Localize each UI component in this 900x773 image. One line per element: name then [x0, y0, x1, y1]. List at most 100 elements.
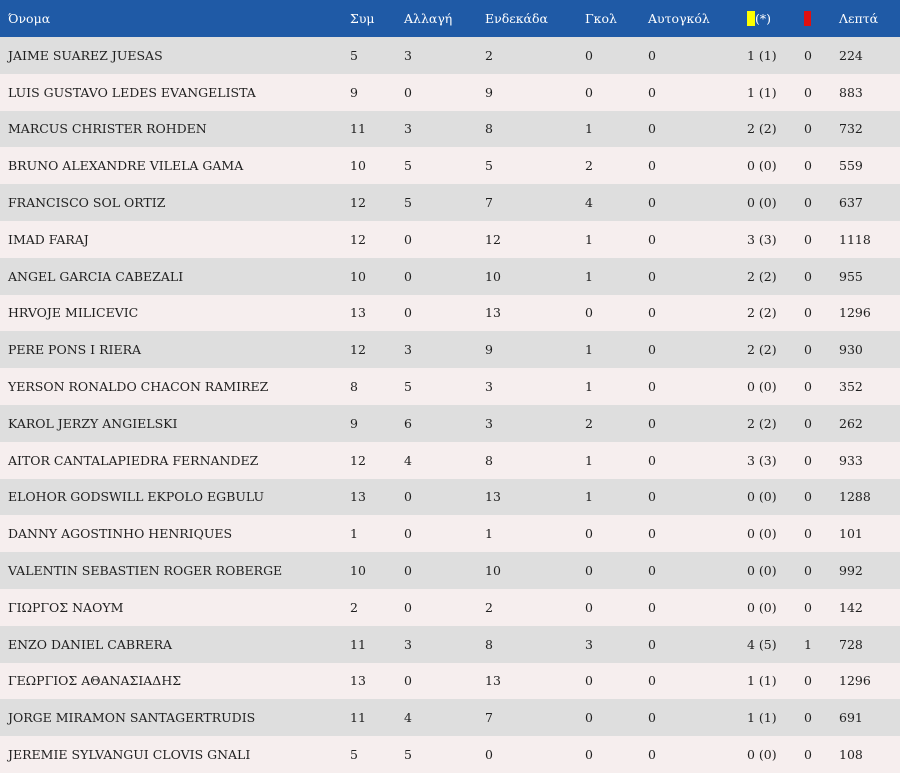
player-name[interactable]: ELOHOR GODSWILL EKPOLO EGBULU	[8, 489, 265, 505]
appearances-cell: 9	[350, 84, 358, 100]
table-row: JORGE MIRAMON SANTAGERTRUDIS 11 4 7 0 0 1 (1) 0…	[0, 699, 900, 737]
appearances-cell: 5	[350, 47, 358, 63]
own-goals-cell: 0	[648, 47, 656, 63]
header-goals[interactable]: Γκολ	[585, 11, 617, 26]
table-row: IMAD FARAJ 12 0 12 1 0 3 (3) 0 1118	[0, 220, 900, 258]
starts-cell: 10	[485, 268, 501, 284]
player-name[interactable]: JAIME SUAREZ JUESAS	[8, 47, 163, 63]
goals-cell: 1	[585, 452, 593, 468]
goals-cell: 1	[585, 489, 593, 505]
minutes-cell: 691	[839, 710, 863, 726]
yellow-cards-cell: 3 (3)	[747, 231, 777, 247]
player-name[interactable]: VALENTIN SEBASTIEN ROGER ROBERGE	[8, 563, 283, 579]
header-starts[interactable]: Ενδεκάδα	[485, 11, 548, 26]
own-goals-cell: 0	[648, 415, 656, 431]
own-goals-cell: 0	[648, 84, 656, 100]
minutes-cell: 1288	[839, 489, 871, 505]
goals-cell: 0	[585, 305, 593, 321]
yellow-cards-cell: 1 (1)	[747, 710, 777, 726]
goals-cell: 1	[585, 342, 593, 358]
table-row: BRUNO ALEXANDRE VILELA GAMA 10 5 5 2 0 0 (0) 0 5…	[0, 147, 900, 185]
header-yellow-suffix: (*)	[755, 11, 772, 26]
red-cards-cell: 0	[804, 158, 812, 174]
table-row: MARCUS CHRISTER ROHDEN 11 3 8 1 0 2 (2) 0 732	[0, 110, 900, 148]
substitutions-cell: 0	[404, 526, 412, 542]
minutes-cell: 883	[839, 84, 863, 100]
appearances-cell: 12	[350, 195, 366, 211]
player-name[interactable]: ENZO DANIEL CABRERA	[8, 636, 173, 652]
red-cards-cell: 0	[804, 710, 812, 726]
yellow-cards-cell: 0 (0)	[747, 563, 777, 579]
player-name[interactable]: YERSON RONALDO CHACON RAMIREZ	[8, 379, 269, 395]
table-row: LUIS GUSTAVO LEDES EVANGELISTA 9 0 9 0 0 1 (1)…	[0, 73, 900, 111]
yellow-cards-cell: 2 (2)	[747, 342, 777, 358]
player-name[interactable]: KAROL JERZY ANGIELSKI	[8, 415, 178, 431]
substitutions-cell: 0	[404, 84, 412, 100]
player-name[interactable]: LUIS GUSTAVO LEDES EVANGELISTA	[8, 84, 256, 100]
player-name[interactable]: FRANCISCO SOL ORTIZ	[8, 195, 166, 211]
substitutions-cell: 0	[404, 563, 412, 579]
player-name[interactable]: IMAD FARAJ	[8, 231, 89, 247]
substitutions-cell: 0	[404, 305, 412, 321]
header-red-cards[interactable]	[804, 0, 839, 37]
yellow-card-icon	[747, 11, 755, 26]
substitutions-cell: 5	[404, 195, 412, 211]
header-minutes[interactable]: Λεπτά	[839, 11, 879, 26]
yellow-cards-cell: 0 (0)	[747, 526, 777, 542]
red-cards-cell: 0	[804, 379, 812, 395]
header-name[interactable]: Όνομα	[8, 11, 51, 26]
goals-cell: 0	[585, 747, 593, 763]
minutes-cell: 933	[839, 452, 863, 468]
player-name[interactable]: ΓΙΩΡΓΟΣ ΝΑΟΥΜ	[8, 599, 124, 615]
header-substitutions[interactable]: Αλλαγή	[404, 11, 453, 26]
goals-cell: 0	[585, 47, 593, 63]
player-name[interactable]: JEREMIE SYLVANGUI CLOVIS GNALI	[8, 747, 251, 763]
player-name[interactable]: MARCUS CHRISTER ROHDEN	[8, 121, 207, 137]
appearances-cell: 10	[350, 158, 366, 174]
goals-cell: 1	[585, 231, 593, 247]
substitutions-cell: 0	[404, 673, 412, 689]
starts-cell: 3	[485, 379, 493, 395]
header-own-goals[interactable]: Αυτογκόλ	[648, 11, 710, 26]
table-row: KAROL JERZY ANGIELSKI 9 6 3 2 0 2 (2) 0 262	[0, 404, 900, 442]
player-name[interactable]: HRVOJE MILICEVIC	[8, 305, 139, 321]
player-name[interactable]: AITOR CANTALAPIEDRA FERNANDEZ	[8, 452, 259, 468]
header-yellow-cards[interactable]: (*)	[747, 0, 804, 37]
player-name[interactable]: ANGEL GARCIA CABEZALI	[8, 268, 184, 284]
goals-cell: 1	[585, 268, 593, 284]
table-row: ΓΕΩΡΓΙΟΣ ΑΘΑΝΑΣΙΑΔΗΣ 13 0 13 0 0 1 (1) 0 1296	[0, 662, 900, 700]
yellow-cards-cell: 2 (2)	[747, 121, 777, 137]
appearances-cell: 5	[350, 747, 358, 763]
player-name[interactable]: JORGE MIRAMON SANTAGERTRUDIS	[8, 710, 256, 726]
yellow-cards-cell: 1 (1)	[747, 84, 777, 100]
appearances-cell: 13	[350, 489, 366, 505]
appearances-cell: 11	[350, 636, 366, 652]
table-row: VALENTIN SEBASTIEN ROGER ROBERGE 10 0 10 0 0 0…	[0, 552, 900, 589]
yellow-cards-cell: 4 (5)	[747, 636, 777, 652]
starts-cell: 8	[485, 452, 493, 468]
minutes-cell: 262	[839, 415, 863, 431]
yellow-cards-cell: 0 (0)	[747, 195, 777, 211]
player-name[interactable]: BRUNO ALEXANDRE VILELA GAMA	[8, 158, 244, 174]
table-row: JAIME SUAREZ JUESAS 5 3 2 0 0 1 (1) 0 224	[0, 37, 900, 74]
header-appearances[interactable]: Συμ	[350, 11, 375, 26]
player-name[interactable]: PERE PONS I RIERA	[8, 342, 142, 358]
starts-cell: 10	[485, 563, 501, 579]
minutes-cell: 224	[839, 47, 863, 63]
player-name[interactable]: DANNY AGOSTINHO HENRIQUES	[8, 526, 233, 542]
minutes-cell: 108	[839, 747, 863, 763]
appearances-cell: 11	[350, 710, 366, 726]
red-cards-cell: 0	[804, 415, 812, 431]
yellow-cards-cell: 0 (0)	[747, 379, 777, 395]
starts-cell: 7	[485, 710, 493, 726]
red-cards-cell: 1	[804, 636, 812, 652]
goals-cell: 2	[585, 158, 593, 174]
starts-cell: 13	[485, 489, 501, 505]
own-goals-cell: 0	[648, 158, 656, 174]
player-name[interactable]: ΓΕΩΡΓΙΟΣ ΑΘΑΝΑΣΙΑΔΗΣ	[8, 673, 182, 689]
minutes-cell: 637	[839, 195, 863, 211]
table-row: ANGEL GARCIA CABEZALI 10 0 10 1 0 2 (2) 0 955	[0, 257, 900, 295]
own-goals-cell: 0	[648, 599, 656, 615]
table-row: JEREMIE SYLVANGUI CLOVIS GNALI 5 5 0 0 0 0 (0)…	[0, 736, 900, 773]
goals-cell: 1	[585, 121, 593, 137]
